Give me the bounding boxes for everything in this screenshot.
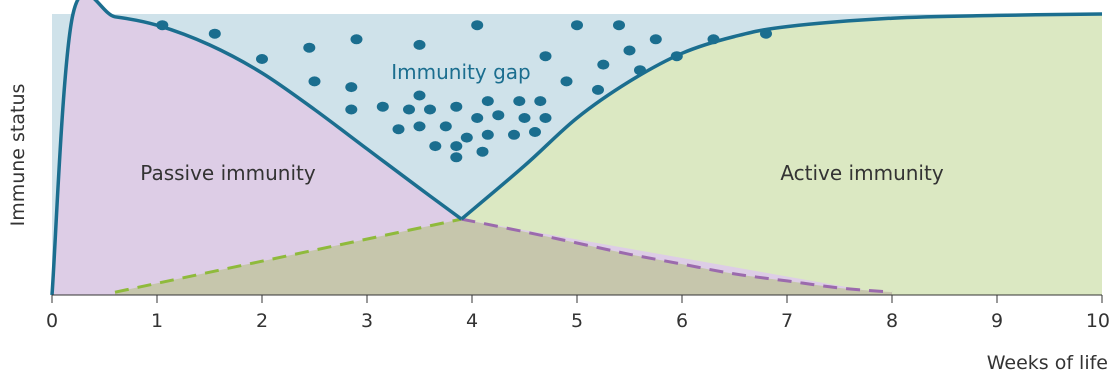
pathogen-dot xyxy=(350,34,363,45)
passive-dashed-line xyxy=(114,217,462,294)
x-axis-ticks: 0 1 2 3 4 5 6 7 8 9 10 xyxy=(46,295,1110,332)
pathogen-dot xyxy=(518,113,531,123)
pathogen-dot xyxy=(592,84,604,95)
x-tick-label: 9 xyxy=(991,310,1003,332)
x-tick-label: 7 xyxy=(781,310,793,332)
pathogen-dot xyxy=(649,34,662,45)
pathogen-dot xyxy=(345,104,358,115)
active-immunity-curve xyxy=(460,12,1103,221)
pathogen-dot xyxy=(539,51,552,62)
pathogen-dot xyxy=(481,129,494,140)
pathogen-dot xyxy=(481,96,494,107)
pathogen-dot xyxy=(429,141,442,152)
active-immunity-area xyxy=(115,14,1102,295)
x-tick-label: 2 xyxy=(256,310,268,332)
pathogen-dot xyxy=(403,104,415,115)
pathogen-dot xyxy=(623,45,636,56)
pathogen-dot xyxy=(513,96,526,107)
pathogen-dot xyxy=(571,20,583,31)
active-dashed-line xyxy=(461,217,893,294)
immunity-gap-label: Immunity gap xyxy=(391,60,530,84)
pathogen-dot xyxy=(303,42,316,53)
x-tick-label: 8 xyxy=(886,310,898,332)
x-axis-title: Weeks of life xyxy=(987,352,1108,374)
pathogen-dot xyxy=(439,121,452,132)
pathogen-dot xyxy=(208,28,221,39)
pathogen-dot xyxy=(345,82,358,93)
x-tick-label: 4 xyxy=(466,310,478,332)
pathogen-dot xyxy=(471,113,484,123)
active-immunity-label: Active immunity xyxy=(780,161,943,185)
pathogen-dot xyxy=(471,20,484,31)
overlap-area xyxy=(115,219,892,295)
pathogen-dot xyxy=(450,101,463,112)
x-tick-label: 5 xyxy=(571,310,583,332)
pathogen-dot xyxy=(508,129,520,140)
pathogen-dot xyxy=(534,96,547,107)
pathogen-dot xyxy=(613,20,625,31)
passive-immunity-label: Passive immunity xyxy=(140,161,316,185)
x-tick-label: 0 xyxy=(46,310,58,332)
pathogen-dots xyxy=(156,20,772,163)
pathogen-dot xyxy=(597,59,610,70)
x-tick-label: 10 xyxy=(1086,310,1110,332)
pathogen-dot xyxy=(450,152,463,163)
pathogen-dot xyxy=(413,39,426,50)
pathogen-dot xyxy=(308,76,321,87)
pathogen-dot xyxy=(413,121,426,132)
pathogen-dot xyxy=(256,54,268,64)
pathogen-dot xyxy=(560,76,573,87)
x-tick-label: 6 xyxy=(676,310,688,332)
pathogen-dot xyxy=(539,113,552,123)
pathogen-dot xyxy=(392,124,405,135)
pathogen-dot xyxy=(376,101,389,112)
pathogen-dot xyxy=(529,127,541,137)
pathogen-dot xyxy=(460,132,473,143)
pathogen-dot xyxy=(413,90,426,101)
y-axis-title: Immune status xyxy=(7,84,29,227)
passive-immunity-curve xyxy=(50,0,463,296)
pathogen-dot xyxy=(424,104,436,115)
x-tick-label: 1 xyxy=(151,310,163,332)
x-tick-label: 3 xyxy=(361,310,373,332)
pathogen-dot xyxy=(476,146,489,157)
pathogen-dot xyxy=(450,141,463,152)
pathogen-dot xyxy=(492,110,505,121)
